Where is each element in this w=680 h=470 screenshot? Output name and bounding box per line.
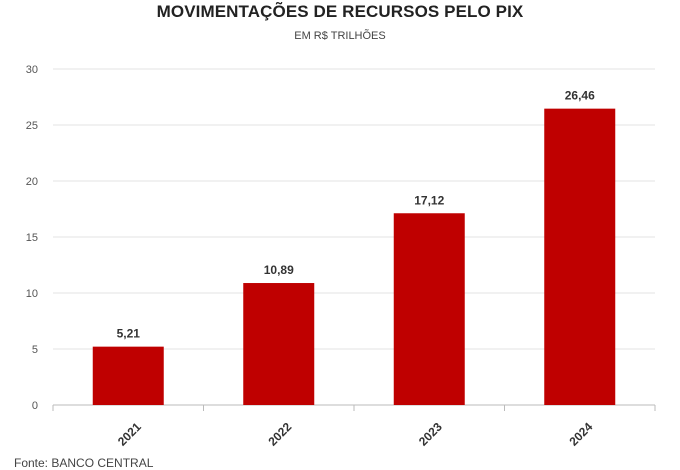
bar	[393, 213, 465, 405]
bar	[92, 346, 164, 405]
bar	[243, 283, 315, 405]
data-label: 17,12	[414, 193, 444, 207]
y-tick-label: 5	[32, 344, 38, 356]
y-tick-label: 15	[26, 232, 38, 244]
data-label: 10,89	[264, 263, 294, 277]
y-tick-label: 20	[26, 176, 38, 188]
x-tick-label: 2021	[115, 420, 144, 449]
x-tick-label: 2022	[266, 420, 295, 449]
source-note: Fonte: BANCO CENTRAL	[14, 456, 154, 470]
y-tick-label: 25	[26, 120, 38, 132]
y-tick-label: 30	[26, 64, 38, 76]
chart-title: MOVIMENTAÇÕES DE RECURSOS PELO PIX	[156, 2, 524, 21]
bar	[544, 108, 616, 405]
chart-subtitle: EM R$ TRILHÕES	[294, 30, 386, 42]
x-tick-label: 2023	[416, 420, 445, 449]
x-tick-label: 2024	[567, 420, 596, 449]
y-tick-label: 10	[26, 288, 38, 300]
data-label: 26,46	[565, 89, 595, 103]
y-tick-label: 0	[32, 400, 38, 412]
data-label: 5,21	[117, 327, 141, 341]
